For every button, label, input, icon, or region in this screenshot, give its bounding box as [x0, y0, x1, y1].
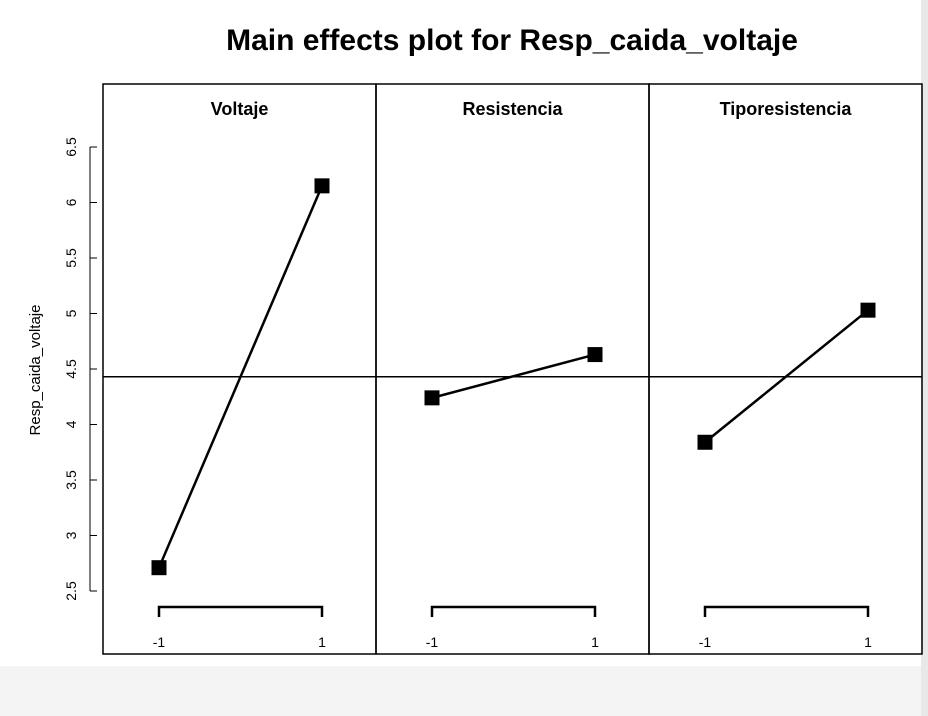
y-axis: 2.5 3 3.5 4 4.5 5 5.5 6 6.5: [63, 137, 97, 601]
panel-border: [375, 83, 650, 655]
panel-border: [648, 83, 923, 655]
data-point: [860, 302, 876, 318]
chart-title: Main effects plot for Resp_caida_voltaje: [226, 24, 798, 57]
x-tick-label: -1: [153, 634, 166, 650]
panel-title: Tiporesistencia: [720, 99, 853, 119]
data-point: [697, 434, 713, 450]
panel-title: Voltaje: [211, 99, 269, 119]
y-tick-label: 4: [63, 420, 79, 428]
x-tick-label: -1: [699, 634, 712, 650]
panel-title: Resistencia: [462, 99, 563, 119]
y-tick-label: 5.5: [63, 248, 79, 268]
data-point: [314, 178, 330, 194]
y-tick-label: 6.5: [63, 137, 79, 157]
effect-line: [431, 353, 596, 400]
y-tick-label: 3.5: [63, 470, 79, 490]
effect-line: [704, 309, 869, 444]
y-tick-label: 6: [63, 198, 79, 206]
effect-line: [157, 185, 324, 569]
x-tick-label: 1: [591, 634, 599, 650]
data-point: [587, 347, 603, 363]
panels: Voltaje -1 1 Resistencia -1 1 Tiporesistencia -…: [102, 83, 923, 655]
x-axis-bracket: [157, 605, 324, 617]
y-tick-label: 4.5: [63, 359, 79, 379]
x-tick-label: 1: [318, 634, 326, 650]
x-axis-bracket: [430, 605, 597, 617]
panel-voltaje: Voltaje -1 1: [102, 83, 377, 655]
panel-resistencia: Resistencia -1 1: [375, 83, 650, 655]
data-point: [151, 560, 167, 576]
bottom-strip: [0, 666, 928, 716]
right-edge: [921, 0, 928, 716]
y-tick-label: 2.5: [63, 581, 79, 601]
x-tick-label: -1: [426, 634, 439, 650]
x-axis-bracket: [703, 605, 870, 617]
y-tick-label: 3: [63, 531, 79, 539]
y-tick-label: 5: [63, 309, 79, 317]
y-axis-label: Resp_caida_voltaje: [27, 305, 44, 436]
panel-border: [102, 83, 377, 655]
data-point: [424, 390, 440, 406]
panel-tiporesistencia: Tiporesistencia -1 1: [648, 83, 923, 655]
x-tick-label: 1: [864, 634, 872, 650]
